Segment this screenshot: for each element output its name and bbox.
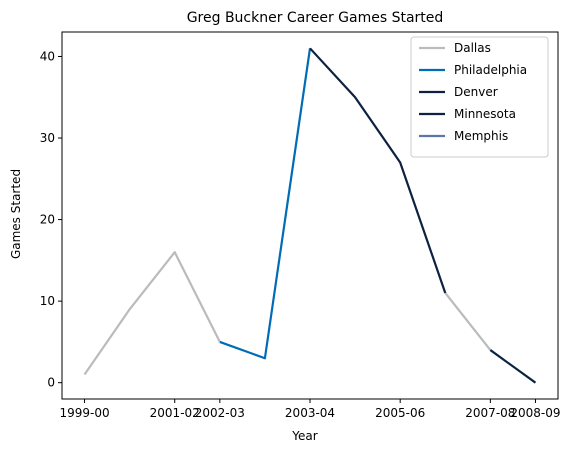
y-tick-label: 10 [40,294,55,308]
legend-label-minnesota: Minnesota [454,107,516,121]
x-tick-label: 2007-08 [465,406,515,420]
y-tick-label: 30 [40,131,55,145]
series-line-denver [309,47,447,294]
connector-line-1 [444,292,492,351]
series-line-minnesota [489,349,537,384]
legend-label-dallas: Dallas [454,41,491,55]
series-line-philadelphia [219,48,312,360]
plot-lines [83,47,537,384]
y-tick-label: 40 [40,49,55,63]
y-tick-label: 0 [47,376,55,390]
legend-label-memphis: Memphis [454,129,508,143]
x-axis-label: Year [291,429,317,443]
legend-label-philadelphia: Philadelphia [454,63,527,77]
x-tick-label: 2008-09 [510,406,560,420]
legend-label-denver: Denver [454,85,498,99]
x-tick-label: 1999-00 [59,406,109,420]
legend-box [410,36,549,158]
legend: Dallas Philadelphia Denver Minnesota Memphis [410,36,549,158]
x-tick-label: 2005-06 [375,406,425,420]
x-tick-label: 2003-04 [285,406,335,420]
x-tick-label: 2002-03 [195,406,245,420]
y-axis: 0 10 20 30 40 [40,49,62,390]
y-axis-label: Games Started [9,169,23,259]
y-tick-label: 20 [40,213,55,227]
series-line-dallas [83,251,221,376]
x-tick-label: 2001-02 [150,406,200,420]
chart-title: Greg Buckner Career Games Started [187,10,444,26]
